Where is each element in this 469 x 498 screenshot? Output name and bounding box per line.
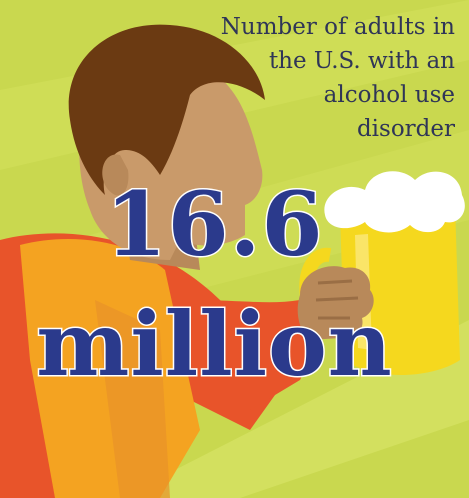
caption-line-3: alcohol use xyxy=(323,82,455,108)
caption: Number of adults in the U.S. with an alc… xyxy=(155,10,455,146)
arm xyxy=(195,300,325,410)
man-figure xyxy=(0,24,325,498)
vest-shade xyxy=(95,300,170,498)
hair xyxy=(68,24,265,195)
caption-line-1: Number of adults in xyxy=(220,14,455,40)
hand xyxy=(297,266,374,340)
stat-unit: million xyxy=(35,292,394,396)
foam xyxy=(324,171,465,233)
ear xyxy=(102,154,129,196)
caption-line-4: disorder xyxy=(356,116,455,142)
caption-line-2: the U.S. with an xyxy=(268,48,455,74)
stat-value: 16.6 xyxy=(104,172,324,276)
